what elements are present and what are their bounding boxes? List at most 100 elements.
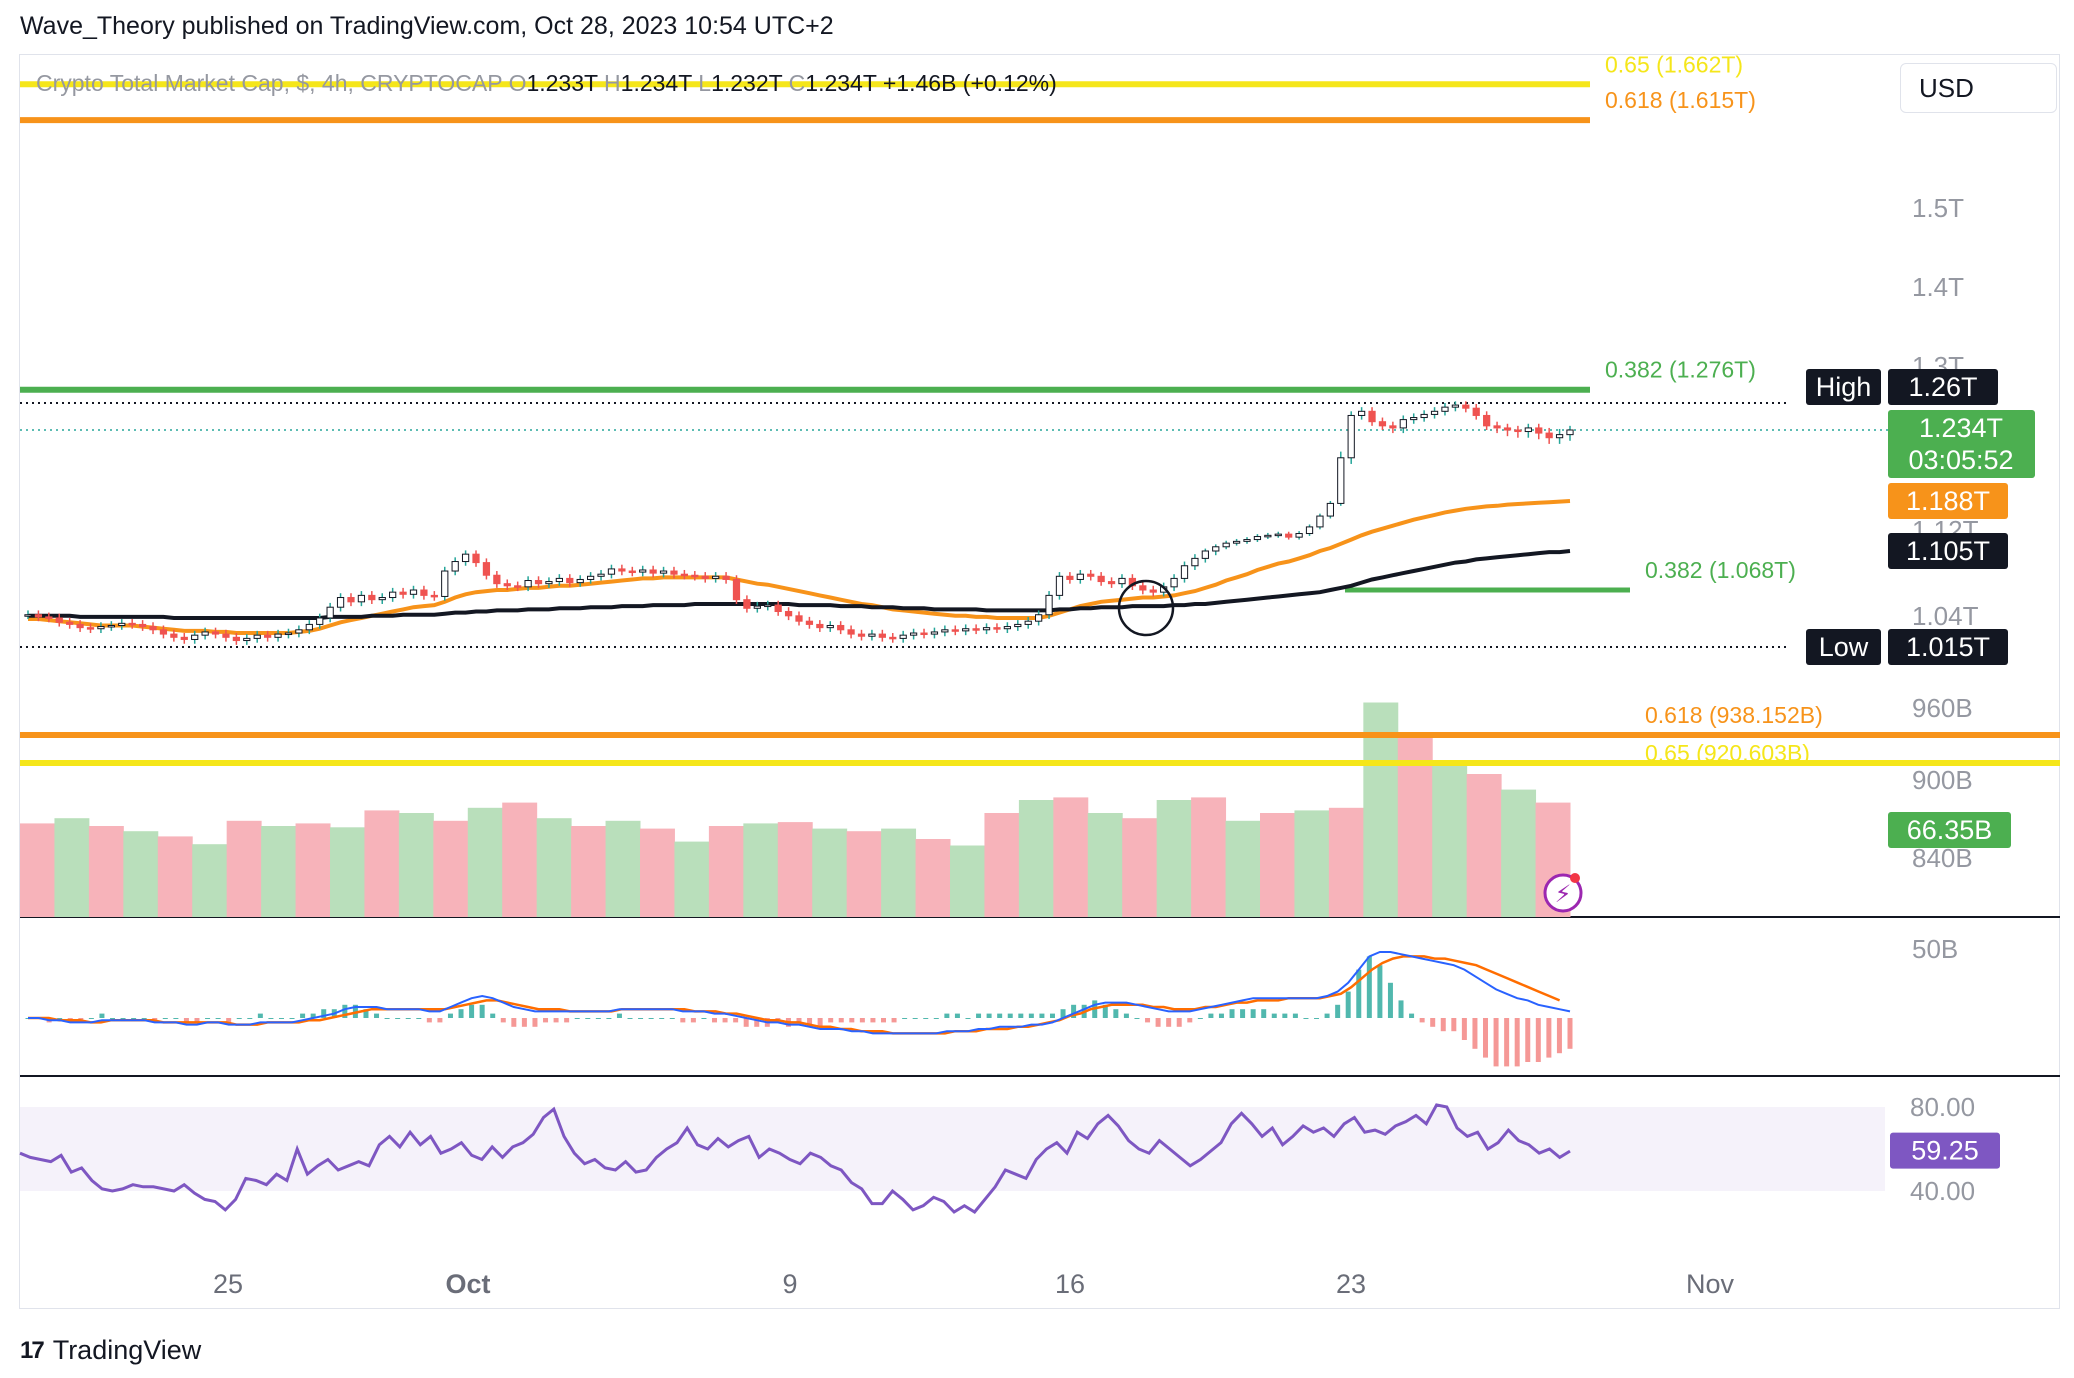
- candle-body: [795, 615, 803, 622]
- macd-histogram-bar: [1451, 1018, 1457, 1032]
- candle-body: [701, 575, 709, 579]
- volume-bar: [1501, 789, 1537, 917]
- candle-body: [211, 631, 220, 635]
- candle-body: [138, 623, 147, 628]
- macd-histogram-bar: [236, 1018, 242, 1019]
- macd-histogram-bar: [564, 1018, 570, 1023]
- price-tick-label: 960B: [1912, 693, 1973, 723]
- macd-histogram-bar: [574, 1018, 580, 1019]
- macd-histogram-bar: [1504, 1018, 1510, 1067]
- volume-bar: [157, 836, 193, 917]
- candle-body: [1170, 577, 1178, 588]
- candle-body: [191, 634, 199, 640]
- volume-tag-bg: [1888, 812, 2011, 848]
- volume-bar: [708, 826, 744, 917]
- candle-body: [1076, 573, 1084, 580]
- candle-body: [295, 629, 303, 634]
- candle-body: [357, 594, 366, 603]
- macd-histogram-bar: [986, 1013, 992, 1018]
- candle-body: [1274, 533, 1282, 537]
- candle-body: [982, 627, 991, 631]
- symbol-title[interactable]: Crypto Total Market Cap, $, 4h, CRYPTOCA…: [36, 70, 503, 96]
- candle-body: [1514, 429, 1522, 433]
- candle-body: [1524, 427, 1532, 433]
- high-label: H: [604, 70, 621, 96]
- candle-body: [24, 614, 32, 617]
- candle-body: [1055, 575, 1064, 596]
- candle-body: [336, 597, 345, 608]
- macd-histogram-bar: [838, 1018, 844, 1023]
- candle-body: [1378, 421, 1387, 427]
- candle-body: [545, 581, 553, 585]
- macd-histogram-bar: [1028, 1013, 1034, 1018]
- volume-bar: [20, 823, 55, 917]
- macd-histogram-bar: [722, 1018, 728, 1023]
- ohlc-legend: Crypto Total Market Cap, $, 4h, CRYPTOCA…: [36, 70, 1057, 97]
- volume-bar: [1122, 818, 1158, 917]
- candle-body: [1326, 502, 1334, 517]
- low-label-tag: Low: [1819, 632, 1869, 662]
- volume-bar: [261, 826, 297, 917]
- price-tick-label: 1.4T: [1912, 272, 1964, 302]
- macd-histogram-bar: [859, 1018, 865, 1023]
- candle-body: [1368, 410, 1376, 423]
- candle-body: [420, 589, 428, 596]
- high-value-tag-bg: [1888, 369, 1998, 405]
- macd-histogram-bar: [215, 1018, 221, 1019]
- candle-body: [857, 633, 866, 637]
- macd-histogram-bar: [57, 1018, 63, 1019]
- candle-body: [868, 633, 876, 637]
- volume-bar: [777, 822, 813, 917]
- fib-level-label: 0.618 (938.152B): [1645, 702, 1823, 728]
- candle-body: [326, 606, 334, 619]
- candle-body: [1066, 575, 1074, 580]
- macd-histogram-bar: [131, 1018, 137, 1019]
- macd-histogram-bar: [595, 1018, 601, 1019]
- candle-body: [566, 577, 574, 584]
- x-axis-tick-label: 9: [782, 1269, 797, 1299]
- candle-body: [618, 568, 626, 572]
- chart-frame: [19, 54, 2060, 1309]
- candle-body: [1107, 581, 1116, 585]
- candle-body: [899, 634, 907, 639]
- candle-body: [1097, 575, 1105, 583]
- macd-histogram-bar: [1461, 1018, 1467, 1040]
- footer-brand[interactable]: TradingView: [52, 1335, 202, 1365]
- macd-histogram-bar: [1007, 1013, 1013, 1018]
- fib-level-label: 0.65 (1.662T): [1605, 51, 1743, 77]
- rsi-value-tag-bg: [1890, 1132, 2000, 1169]
- candle-body: [201, 631, 209, 636]
- macd-histogram-bar: [469, 1004, 475, 1018]
- macd-histogram-bar: [1187, 1018, 1193, 1023]
- currency-selector[interactable]: USD: [1900, 63, 2057, 113]
- candle-body: [1316, 515, 1324, 528]
- macd-histogram-bar: [870, 1018, 876, 1023]
- volume-bar: [226, 820, 262, 917]
- macd-histogram-bar: [923, 1018, 929, 1019]
- macd-histogram-bar: [109, 1018, 115, 1019]
- macd-histogram-bar: [437, 1018, 443, 1023]
- macd-histogram-bar: [965, 1018, 971, 1019]
- macd-histogram-bar: [1398, 1000, 1404, 1018]
- candle-body: [1243, 539, 1251, 542]
- volume-bar: [743, 823, 779, 917]
- macd-histogram-bar: [1039, 1013, 1045, 1018]
- candle-body: [97, 626, 105, 630]
- candle-body: [576, 578, 584, 584]
- candle-body: [534, 580, 543, 585]
- macd-histogram-bar: [88, 1018, 94, 1019]
- candle-body: [680, 573, 689, 577]
- macd-histogram-bar: [733, 1018, 739, 1023]
- macd-histogram-bar: [426, 1018, 432, 1023]
- candle-body: [1472, 407, 1480, 416]
- candle-body: [149, 626, 157, 631]
- high-value: 1.234T: [620, 70, 692, 96]
- macd-histogram-bar: [447, 1013, 453, 1018]
- volume-bar: [1087, 813, 1123, 917]
- macd-histogram-bar: [405, 1018, 411, 1019]
- macd-histogram-bar: [1387, 982, 1393, 1018]
- macd-histogram-bar: [1060, 1009, 1066, 1018]
- macd-histogram-bar: [1018, 1013, 1024, 1018]
- x-axis-tick-label: Oct: [445, 1269, 490, 1299]
